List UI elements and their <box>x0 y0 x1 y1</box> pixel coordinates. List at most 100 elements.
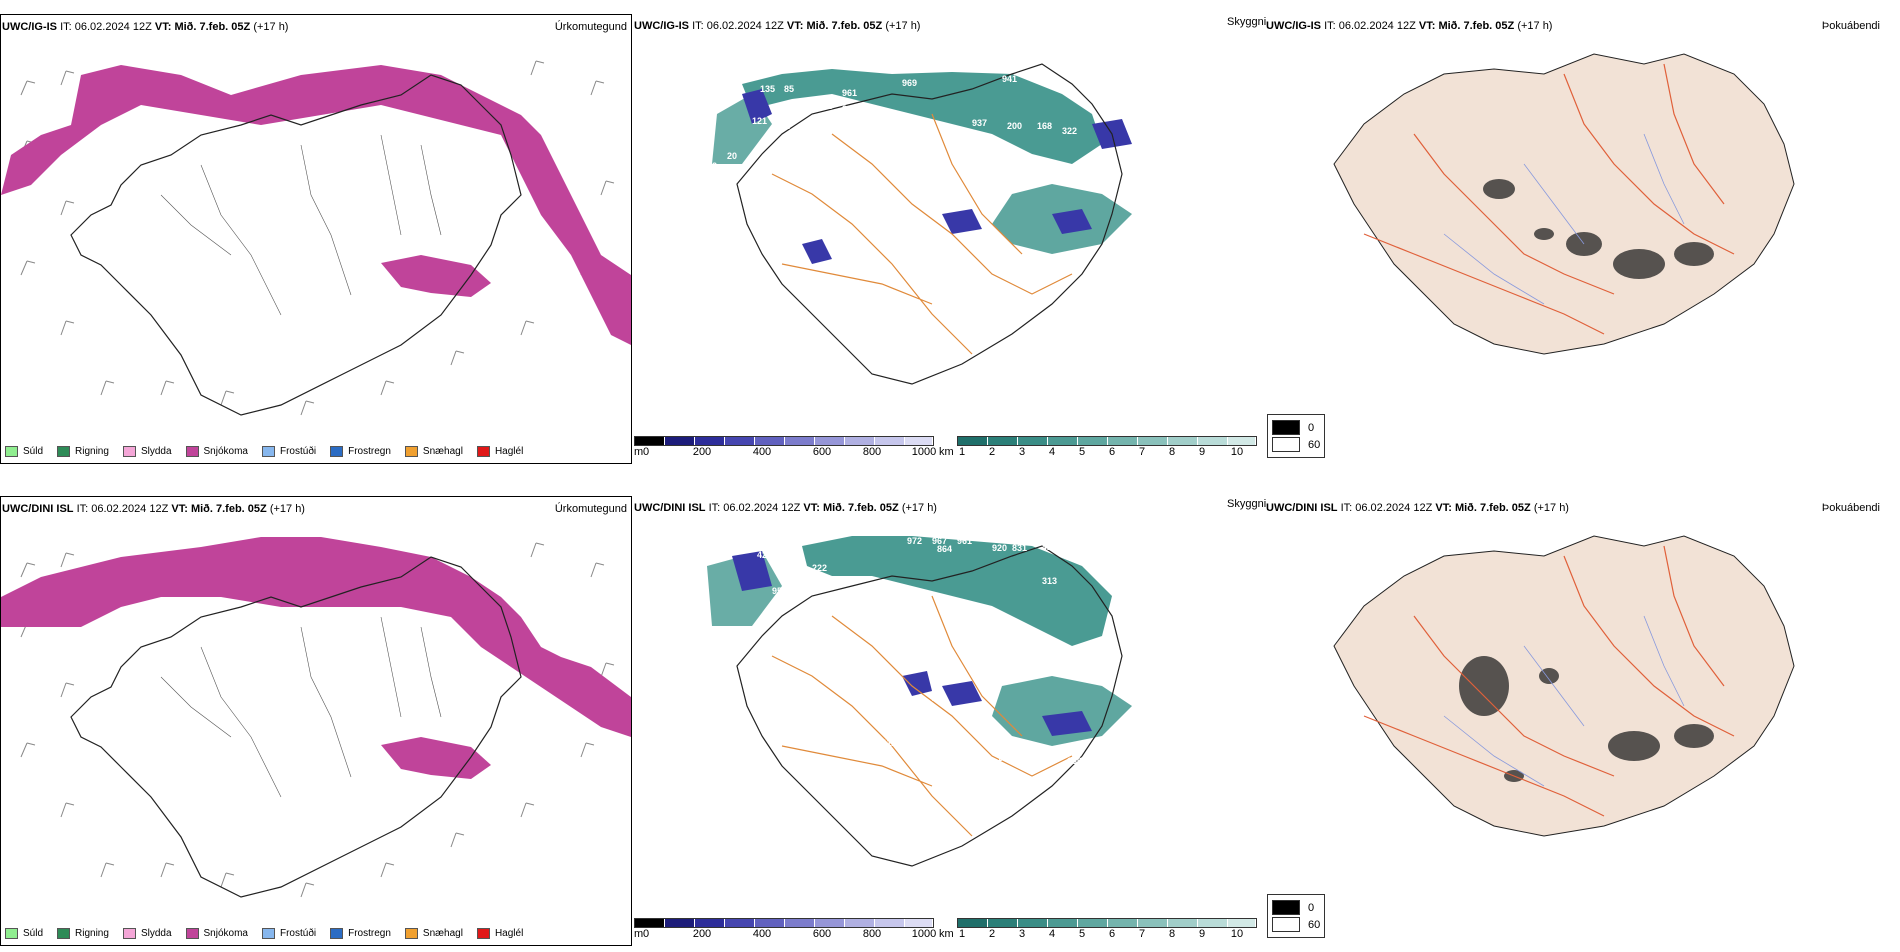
cloud-label: 153 <box>962 758 977 768</box>
cloud-label: 313 <box>1042 576 1057 586</box>
fog-legend-item: 0 <box>1272 420 1320 435</box>
row-ig-is: UWC/IG-IS IT: 06.02.2024 12Z VT: Mið. 7.… <box>0 0 1900 470</box>
fog-legend-item: 0 <box>1272 900 1320 915</box>
clouds-map: 961 969 941 135 85 788 836 121 87 937 20… <box>702 63 1192 385</box>
cloud-label: 88 <box>937 753 947 763</box>
cloud-label: 864 <box>937 544 952 554</box>
panel-header: UWC/IG-IS IT: 06.02.2024 12Z VT: Mið. 7.… <box>634 20 921 32</box>
fog-map <box>1333 535 1795 837</box>
visibility-colorbar: km 1 2 3 4 5 6 7 8 9 10 <box>939 918 1257 940</box>
visibility-tick: 3 <box>1018 446 1026 458</box>
fog-dark-areas <box>1459 656 1714 782</box>
iceland-outline <box>736 63 1123 385</box>
cloud-label: 937 <box>972 118 987 128</box>
rivers <box>160 134 442 316</box>
cloud-label: 85 <box>784 84 794 94</box>
visibility-tick: 5 <box>1078 928 1086 940</box>
cloud-label: 961 <box>842 88 857 98</box>
cloud-label: 272 <box>1022 756 1037 766</box>
visibility-colorbar: km 1 2 3 4 5 6 7 8 9 10 <box>939 436 1257 458</box>
height-tick: 400 <box>752 928 772 940</box>
visibility-unit: km <box>939 446 954 458</box>
cloud-label: 112 <box>882 738 897 748</box>
height-colorbar: m 0 200 400 600 800 1000 <box>634 918 937 940</box>
legend-item-frostregn: Frostregn <box>330 446 391 457</box>
precip-type-legend: Súld Rigning Slydda Snjókoma Frostúði Fr… <box>5 928 537 939</box>
panel-title: Þokuábendi <box>1821 20 1880 32</box>
legend-item-haglel: Haglél <box>476 446 523 457</box>
legend-item-rigning: Rigning <box>57 446 109 457</box>
wind-barbs <box>20 542 615 898</box>
cloud-labels: 961 969 941 135 85 788 836 121 87 937 20… <box>702 74 1192 274</box>
height-tick: 0 <box>642 928 650 940</box>
height-tick: 200 <box>692 446 712 458</box>
precip-type-panel-ig: UWC/IG-IS IT: 06.02.2024 12Z VT: Mið. 7.… <box>0 14 632 464</box>
legend-item-haglel: Haglél <box>476 928 523 939</box>
cloud-label: 42 <box>757 550 767 560</box>
cloud-label: 332 <box>702 161 717 171</box>
legend-item-snjokoma: Snjókoma <box>185 446 248 457</box>
height-tick: 800 <box>862 446 882 458</box>
cloud-label: 146 <box>1110 264 1125 274</box>
visibility-tick: 9 <box>1198 928 1206 940</box>
visibility-tick: 6 <box>1108 446 1116 458</box>
fog-legend-item: 60 <box>1272 917 1320 932</box>
cloud-label: 542 <box>1177 186 1192 196</box>
cloud-label: 961 <box>957 536 972 546</box>
clouds-panel-ig: UWC/IG-IS IT: 06.02.2024 12Z VT: Mið. 7.… <box>632 14 1267 470</box>
cloud-label: 222 <box>812 563 827 573</box>
cloud-label: 967 <box>932 536 947 546</box>
precip-type-legend: Súld Rigning Slydda Snjókoma Frostúði Fr… <box>5 446 537 457</box>
legend-item-rigning: Rigning <box>57 928 109 939</box>
cloud-label: 969 <box>902 78 917 88</box>
cloud-labels: 972 967 961 864 920 831 420 42 222 313 9… <box>757 536 1082 790</box>
cloud-label: 20 <box>727 151 737 161</box>
visibility-tick: 8 <box>1168 928 1176 940</box>
cloud-label: 121 <box>752 116 767 126</box>
clouds-panel-dini: UWC/DINI ISL IT: 06.02.2024 12Z VT: Mið.… <box>632 496 1267 952</box>
visibility-tick: 10 <box>1230 446 1244 458</box>
cloud-label: 95 <box>772 586 782 596</box>
fog-land <box>1333 535 1795 837</box>
fog-dark-areas <box>1483 179 1714 279</box>
cloud-label: 247 <box>994 256 1009 266</box>
visibility-tick: 4 <box>1048 928 1056 940</box>
visibility-tick: 6 <box>1108 928 1116 940</box>
panel-title: Skyggni <box>1227 16 1267 28</box>
panel-title: Skyggni <box>1227 498 1267 510</box>
height-tick: 800 <box>862 928 882 940</box>
fog-legend: 0 60 <box>1267 894 1326 938</box>
fog-panel-ig: UWC/IG-IS IT: 06.02.2024 12Z VT: Mið. 7.… <box>1264 14 1900 470</box>
cloud-label: 836 <box>842 104 857 114</box>
fog-rivers <box>1443 133 1685 305</box>
height-colorbar-swatches <box>634 918 934 928</box>
visibility-tick: 10 <box>1230 928 1244 940</box>
cloud-label: 920 <box>992 543 1007 553</box>
visibility-colorbar-swatches <box>957 918 1257 928</box>
fog-rivers <box>1443 615 1685 787</box>
visibility-tick: 7 <box>1138 928 1146 940</box>
cloud-label: 146 <box>997 753 1012 763</box>
visibility-tick: 1 <box>958 446 966 458</box>
height-tick: 200 <box>692 928 712 940</box>
visibility-tick: 3 <box>1018 928 1026 940</box>
panel-title: Þokuábendi <box>1821 502 1880 514</box>
fog-roads <box>1363 545 1735 817</box>
cloud-label: 570 <box>1042 166 1057 176</box>
legend-item-slydda: Slydda <box>122 928 172 939</box>
cloud-label: 87 <box>782 121 792 131</box>
legend-item-slydda: Slydda <box>122 446 172 457</box>
precip-map <box>1 537 631 898</box>
cloud-label: 130 <box>1067 756 1082 766</box>
height-tick: 600 <box>812 446 832 458</box>
clouds-map: 972 967 961 864 920 831 420 42 222 313 9… <box>707 536 1132 867</box>
snow-band-east <box>381 255 491 297</box>
cloud-label: 135 <box>760 84 775 94</box>
iceland-outline <box>736 545 1123 867</box>
cloud-label: 941 <box>1002 74 1017 84</box>
height-tick: 600 <box>812 928 832 940</box>
height-tick: 1000 <box>911 928 937 940</box>
cloud-label: 200 <box>932 693 947 703</box>
cloud-label: 322 <box>1062 126 1077 136</box>
visibility-tick: 7 <box>1138 446 1146 458</box>
